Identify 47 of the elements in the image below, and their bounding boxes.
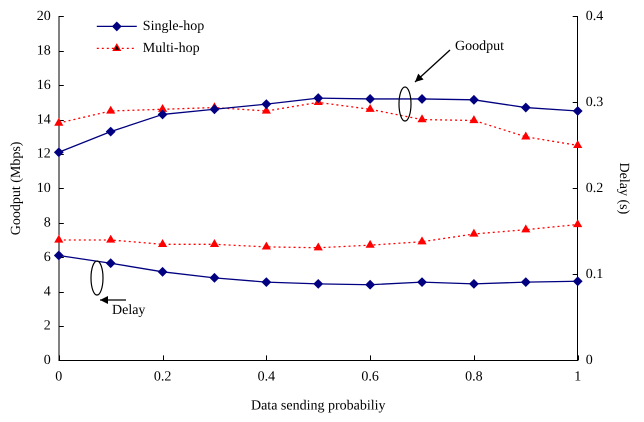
point [417,94,427,104]
annotation: Goodput [455,39,504,55]
y2-tick-label: 0.4 [586,9,604,24]
point [418,114,426,122]
x-axis-title: Data sending probabiliy [250,398,386,414]
annotation: Delay [112,303,146,319]
y-tick-label: 2 [44,318,51,334]
point [262,99,272,109]
point [54,118,63,126]
x-tick-label: 1 [574,369,582,384]
y-tick-label: 0 [44,353,51,368]
legend-label: Single-hop [142,19,204,34]
y-tick-label: 4 [44,284,51,300]
y-tick-label: 10 [36,181,51,196]
y-axis-title: Goodput (Mbps) [9,141,24,236]
legend-label: Multi-hop [142,41,200,56]
point [574,140,582,148]
point [106,106,115,114]
y2-tick-label: 0.3 [586,95,604,110]
y-tick-label: 16 [36,78,51,93]
point [365,94,375,104]
y2-axis-title: Delay (s) [616,162,631,215]
y2-tick-label: 0 [586,353,593,368]
y2-tick-label: 0.2 [586,181,604,196]
point [469,95,479,104]
y-tick-label: 18 [36,43,51,58]
y-tick-label: 6 [44,250,51,265]
x-tick-label: 0.6 [361,369,379,384]
x-tick-label: 0.8 [465,369,483,384]
y-tick-label: 8 [44,215,51,230]
point [470,116,478,124]
point [366,104,374,112]
x-tick-label: 0 [55,369,62,384]
point [158,110,168,120]
point [573,106,582,116]
y2-tick-label: 0.1 [586,267,604,282]
point [106,126,116,136]
point [210,104,220,114]
point [521,102,530,112]
point [314,93,323,103]
y-tick-label: 12 [36,146,51,162]
point [54,148,64,157]
y-tick-label: 14 [36,112,51,128]
x-tick-label: 0.2 [154,369,172,384]
x-tick-label: 0.4 [258,369,276,384]
point [522,132,530,140]
y-tick-label: 20 [36,9,51,24]
